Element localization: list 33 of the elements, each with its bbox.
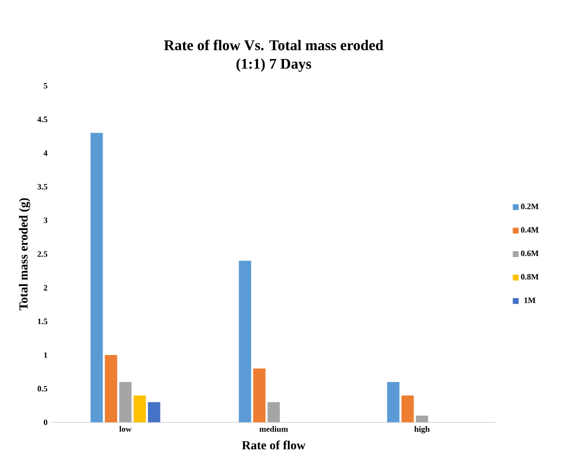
legend-label: 0.8M [521, 274, 539, 280]
bar [253, 368, 266, 422]
bar [90, 132, 103, 422]
x-axis-title: Rate of flow [242, 440, 306, 450]
y-tick-label: 4.5 [37, 116, 48, 122]
y-tick-label: 0.5 [38, 386, 48, 392]
bar [387, 382, 400, 422]
y-tick-label: 3.5 [38, 184, 48, 190]
x-tick-label: low [119, 426, 132, 432]
y-tick-label: 5 [44, 82, 48, 88]
legend-label: 0.6M [521, 250, 539, 256]
x-tick-label: medium [260, 426, 288, 432]
bar [401, 395, 414, 422]
chart-title: Rate of flow Vs. Total mass eroded (1:1) 7 Days [164, 40, 384, 72]
x-tick-label: high [414, 426, 430, 434]
bar [134, 395, 146, 422]
bar [104, 354, 118, 422]
y-tick-label: 1.5 [38, 318, 48, 324]
y-tick-label: 0 [44, 420, 48, 426]
legend-label: 1M [524, 297, 536, 303]
y-tick-label: 3 [44, 218, 48, 224]
bar [148, 402, 160, 422]
bar [268, 402, 280, 422]
y-tick-label: 4 [44, 150, 48, 156]
y-tick-label: 2.5 [38, 251, 48, 257]
y-tick-label: 1 [44, 352, 48, 358]
legend-label: 0.4M [521, 227, 539, 233]
y-axis-title: Total mass eroded (g) [18, 198, 30, 310]
legend-label: 0.2M [521, 204, 539, 210]
bar [119, 382, 132, 422]
bar [416, 416, 428, 422]
y-tick-label: 2 [44, 284, 48, 290]
bar [238, 260, 252, 422]
